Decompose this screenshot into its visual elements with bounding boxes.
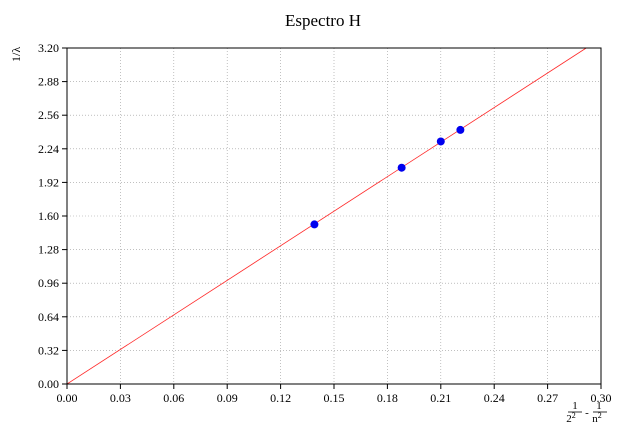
data-point (456, 125, 465, 134)
x-tick-label: 0.06 (163, 391, 184, 405)
x-tick-label: 0.00 (57, 391, 78, 405)
data-points (310, 125, 465, 229)
x-tick-label: 0.30 (591, 391, 612, 405)
y-tick-label: 0.32 (38, 343, 59, 357)
y-tick-label: 1.28 (38, 243, 59, 257)
y-tick-label: 1.92 (38, 175, 59, 189)
x-label-den-2: n2 (592, 411, 602, 423)
x-tick-label: 0.12 (270, 391, 291, 405)
y-tick-label: 0.96 (38, 276, 59, 290)
x-ticks: 0.00 0.03 0.06 0.09 0.12 0.15 0.18 0.21 0.24 0.27… (57, 384, 612, 405)
chart-title: Espectro H (285, 11, 361, 30)
y-tick-label: 2.56 (38, 108, 59, 122)
x-tick-label: 0.15 (324, 391, 345, 405)
x-label-minus: - (585, 407, 589, 419)
y-tick-label: 0.64 (38, 310, 59, 324)
y-ticks: 0.00 0.32 0.64 0.96 1.28 1.60 1.92 2.24 2.56 2.88… (38, 41, 67, 391)
data-point (310, 220, 319, 229)
x-tick-label: 0.03 (110, 391, 131, 405)
x-tick-label: 0.21 (430, 391, 451, 405)
grid (67, 48, 601, 384)
y-tick-label: 0.00 (38, 377, 59, 391)
y-tick-label: 1.60 (38, 209, 59, 223)
x-tick-label: 0.24 (484, 391, 505, 405)
data-point (397, 163, 406, 172)
data-point (436, 137, 445, 146)
y-axis-label: 1/λ (9, 47, 23, 62)
x-label-den-1: 22 (566, 411, 576, 423)
x-axis-label: 1 22 - 1 n2 (566, 400, 607, 423)
x-label-num-2: 1 (596, 400, 602, 412)
x-tick-label: 0.18 (377, 391, 398, 405)
y-tick-label: 2.88 (38, 75, 59, 89)
x-tick-label: 0.27 (537, 391, 558, 405)
fit-line-path (66, 47, 587, 385)
x-tick-label: 0.09 (217, 391, 238, 405)
fit-line (66, 47, 587, 385)
y-tick-label: 3.20 (38, 41, 59, 55)
y-tick-label: 2.24 (38, 142, 59, 156)
x-label-num-1: 1 (572, 400, 578, 412)
